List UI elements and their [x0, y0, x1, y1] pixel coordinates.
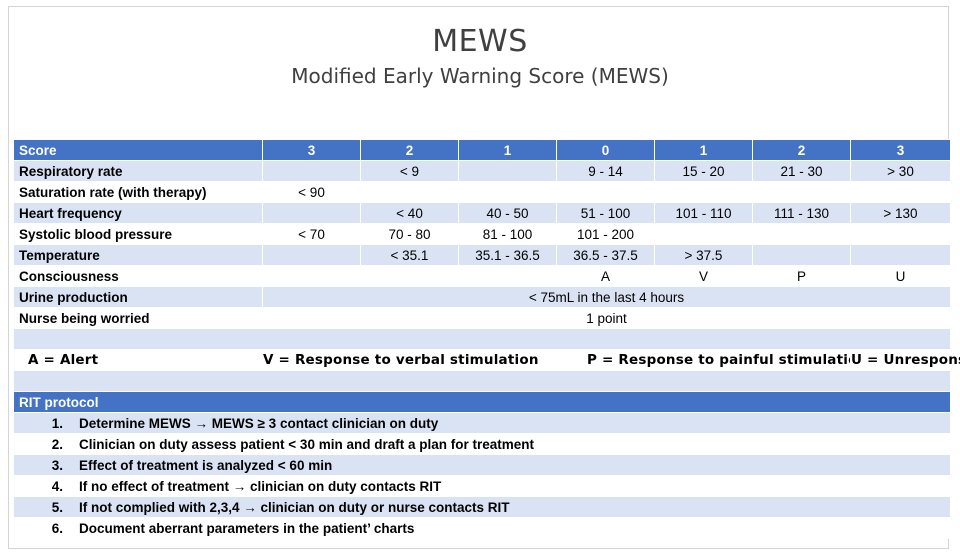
table-cell: > 37.5 [654, 244, 753, 266]
header-cell: 0 [556, 139, 655, 161]
merged-cell: 1 point [262, 307, 951, 329]
step-number: 5. [51, 499, 63, 515]
table-cell [752, 244, 851, 266]
table-cell: < 70 [262, 223, 361, 245]
rit-step: 4. If no effect of treatment → clinician … [13, 475, 951, 497]
table-cell [556, 181, 655, 203]
table-cell: 111 - 130 [752, 202, 851, 224]
table-cell [654, 223, 753, 245]
table-cell [360, 181, 459, 203]
table-cell: 15 - 20 [654, 160, 753, 182]
table-row: Respiratory rate < 9 9 - 14 15 - 20 21 -… [13, 160, 951, 182]
table-cell [752, 223, 851, 245]
table-cell: 9 - 14 [556, 160, 655, 182]
table-cell [850, 223, 951, 245]
rit-header-row: RIT protocol [13, 391, 951, 413]
rit-heading: RIT protocol [13, 391, 951, 413]
table-cell: 81 - 100 [458, 223, 557, 245]
row-label: Urine production [13, 286, 263, 308]
table-cell [262, 265, 361, 287]
table-row: Consciousness A V P U [13, 265, 951, 287]
table-cell [654, 181, 753, 203]
table-cell [850, 244, 951, 266]
rit-step: 1. Determine MEWS → MEWS ≥ 3 contact clin… [13, 412, 951, 434]
step-number: 3. [51, 457, 63, 473]
table-cell: 40 - 50 [458, 202, 557, 224]
step-number: 1. [51, 415, 63, 431]
mews-table: Score 3 2 1 0 1 2 3 Respiratory rate < 9… [13, 139, 960, 539]
row-label: Respiratory rate [13, 160, 263, 182]
page-subtitle: Modified Early Warning Score (MEWS) [291, 64, 669, 88]
separator-row [13, 370, 951, 392]
step-text: Determine MEWS → MEWS ≥ 3 contact clinic… [79, 415, 439, 431]
legend-row: A = Alert V = Response to verbal stimula… [13, 349, 960, 371]
table-cell: 35.1 - 36.5 [458, 244, 557, 266]
table-cell [850, 181, 951, 203]
step-text: Clinician on duty assess patient < 30 mi… [79, 436, 534, 452]
table-cell [360, 265, 459, 287]
step-text: If no effect of treatment → clinician on… [79, 478, 442, 494]
rit-step: 3. Effect of treatment is analyzed < 60 m… [13, 454, 951, 476]
table-cell: A [556, 265, 655, 287]
table-row: Heart frequency < 40 40 - 50 51 - 100 10… [13, 202, 951, 224]
table-cell [262, 202, 361, 224]
table-cell [262, 244, 361, 266]
step-text: If not complied with 2,3,4 → clinician o… [79, 499, 510, 515]
legend-painful: P = Response to painful stimulation [556, 349, 851, 371]
step-text: Effect of treatment is analyzed < 60 min [79, 457, 333, 473]
table-cell [262, 160, 361, 182]
row-label: Consciousness [13, 265, 263, 287]
page-title: MEWS [432, 24, 528, 59]
row-label: Systolic blood pressure [13, 223, 263, 245]
table-cell: 51 - 100 [556, 202, 655, 224]
rit-step: 6. Document aberrant parameters in the pa… [13, 517, 951, 539]
table-cell: 101 - 110 [654, 202, 753, 224]
table-cell: 70 - 80 [360, 223, 459, 245]
legend-verbal: V = Response to verbal stimulation [262, 349, 557, 371]
rit-step: 2. Clinician on duty assess patient < 30 … [13, 433, 951, 455]
header-cell: 2 [752, 139, 851, 161]
table-cell: > 130 [850, 202, 951, 224]
table-cell: < 40 [360, 202, 459, 224]
table-cell: 101 - 200 [556, 223, 655, 245]
rit-step: 5. If not complied with 2,3,4 → clinician… [13, 496, 951, 518]
table-cell [458, 160, 557, 182]
step-number: 6. [51, 520, 63, 536]
row-label: Nurse being worried [13, 307, 263, 329]
separator-row [13, 328, 951, 350]
step-number: 2. [51, 436, 63, 452]
table-row: Saturation rate (with therapy) < 90 [13, 181, 951, 203]
header-cell: 3 [262, 139, 361, 161]
table-cell: P [752, 265, 851, 287]
row-label: Saturation rate (with therapy) [13, 181, 263, 203]
header-cell: 1 [654, 139, 753, 161]
table-cell: > 30 [850, 160, 951, 182]
table-cell [458, 181, 557, 203]
table-cell: < 90 [262, 181, 361, 203]
table-cell [458, 265, 557, 287]
header-cell: 1 [458, 139, 557, 161]
header-cell: 2 [360, 139, 459, 161]
step-text: Document aberrant parameters in the pati… [79, 520, 415, 536]
table-cell: U [850, 265, 951, 287]
table-cell: 36.5 - 37.5 [556, 244, 655, 266]
merged-cell: < 75mL in the last 4 hours [262, 286, 951, 308]
table-row: Urine production < 75mL in the last 4 ho… [13, 286, 951, 308]
table-cell: 21 - 30 [752, 160, 851, 182]
step-number: 4. [51, 478, 63, 494]
score-header-row: Score 3 2 1 0 1 2 3 [13, 139, 951, 161]
header-cell: Score [13, 139, 263, 161]
table-row: Systolic blood pressure < 70 70 - 80 81 … [13, 223, 951, 245]
table-cell: V [654, 265, 753, 287]
row-label: Temperature [13, 244, 263, 266]
table-cell [752, 181, 851, 203]
table-cell: < 35.1 [360, 244, 459, 266]
legend-unresponsive: U = Unresponsive [850, 349, 960, 371]
table-row: Nurse being worried 1 point [13, 307, 951, 329]
legend-alert: A = Alert [13, 349, 263, 371]
row-label: Heart frequency [13, 202, 263, 224]
table-row: Temperature < 35.1 35.1 - 36.5 36.5 - 37… [13, 244, 951, 266]
table-cell: < 9 [360, 160, 459, 182]
header-cell: 3 [850, 139, 951, 161]
